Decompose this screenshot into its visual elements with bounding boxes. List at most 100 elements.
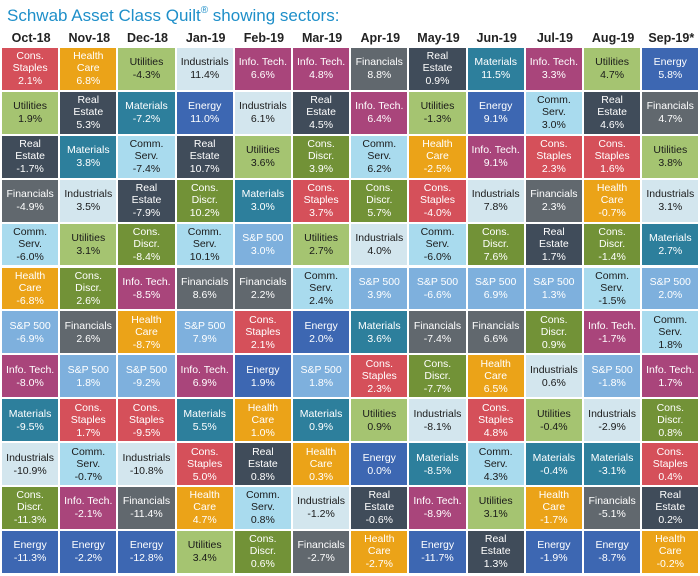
quilt-cell: Cons. Discr. -8.4% [118, 223, 175, 266]
return-value: 3.0% [250, 201, 275, 214]
quilt-cell: Real Estate 4.5% [293, 91, 350, 134]
sector-label: Cons. Staples [245, 313, 281, 338]
quilt-cell: Real Estate 1.7% [525, 223, 582, 266]
quilt-cell: Cons. Discr. 0.6% [234, 530, 291, 573]
sector-label: Industrials [471, 188, 520, 201]
quilt-cell: Utilities 3.1% [60, 223, 117, 266]
quilt-cell: Financials -7.4% [409, 311, 466, 354]
return-value: 3.6% [367, 332, 392, 345]
quilt-cell: Health Care -0.7% [584, 179, 641, 222]
sector-label: Info. Tech. [64, 495, 113, 508]
sector-label: Health Care [14, 269, 46, 294]
return-value: 3.3% [541, 69, 566, 82]
sector-label: Info. Tech. [587, 319, 637, 332]
sector-label: Materials [8, 407, 52, 420]
sector-label: Info. Tech. [180, 363, 229, 376]
return-value: 3.4% [192, 552, 217, 565]
quilt-cell: S&P 500 6.9% [467, 267, 524, 310]
quilt-cell: Cons. Staples 2.3% [525, 135, 582, 178]
quilt-cell: Comm. Serv. 2.4% [293, 267, 350, 310]
quilt-cell: Comm. Serv. 10.1% [176, 223, 233, 266]
chart-title: Schwab Asset Class Quilt® showing sector… [7, 5, 339, 26]
sector-label: Real Estate [15, 138, 45, 163]
quilt-cell: Industrials 3.5% [60, 179, 117, 222]
sector-label: Utilities [478, 495, 513, 508]
quilt-cell: Cons. Discr. 10.2% [176, 179, 233, 222]
sector-label: Comm. Serv. [595, 269, 630, 294]
quilt-cell: Info. Tech. 6.4% [351, 91, 408, 134]
sector-label: Cons. Discr. [540, 313, 568, 338]
quilt-cell: Materials -8.5% [409, 443, 466, 485]
return-value: 4.7% [192, 514, 217, 527]
quilt-cell: Cons. Discr. 2.6% [60, 267, 117, 310]
sector-label: Health Care [538, 489, 570, 514]
sector-label: Utilities [13, 100, 48, 113]
return-value: 3.0% [250, 245, 275, 258]
quilt-cell: Utilities 3.4% [176, 530, 233, 573]
quilt-cell: Cons. Discr. 0.8% [642, 399, 699, 442]
sector-label: Info. Tech. [238, 56, 288, 69]
return-value: 3.6% [250, 157, 275, 170]
return-value: 0.6% [541, 376, 566, 389]
quilt-cell: Real Estate 10.7% [176, 135, 233, 178]
return-value: -8.0% [16, 376, 44, 389]
return-value: 1.8% [658, 338, 683, 351]
return-value: 4.7% [658, 113, 683, 126]
quilt-cell: Health Care 0.3% [293, 443, 350, 485]
registered-mark: ® [200, 5, 209, 16]
return-value: 10.2% [189, 207, 220, 220]
return-value: 0.4% [658, 470, 683, 483]
column-header: Jun-19 [476, 31, 517, 45]
sector-label: S&P 500 [242, 232, 284, 245]
sector-label: Utilities [129, 56, 164, 69]
sector-label: Utilities [71, 232, 106, 245]
quilt-cell: Cons. Discr. 7.6% [467, 223, 524, 266]
quilt-cell: Materials -0.4% [525, 443, 582, 485]
return-value: 2.7% [658, 245, 683, 258]
return-value: 0.9% [541, 338, 566, 351]
sector-label: Energy [13, 539, 47, 552]
return-value: 6.8% [76, 75, 101, 88]
return-value: 1.0% [250, 426, 275, 439]
quilt-cell: Financials 2.3% [525, 179, 582, 222]
return-value: -9.5% [16, 420, 44, 433]
column-header: Feb-19 [243, 31, 285, 45]
return-value: 3.1% [483, 508, 508, 521]
sector-label: Industrials [122, 451, 171, 464]
return-value: 4.6% [600, 119, 625, 132]
sector-label: Utilities [245, 144, 280, 157]
return-value: -1.3% [423, 113, 452, 126]
sector-label: Cons. Staples [419, 182, 455, 207]
return-value: 6.2% [367, 163, 392, 176]
sector-label: Cons. Discr. [307, 138, 335, 163]
sector-label: Cons. Staples [652, 445, 688, 470]
return-value: -9.2% [132, 376, 161, 389]
quilt-cell: Utilities 3.6% [234, 135, 291, 178]
quilt-cell: Materials 3.8% [60, 135, 117, 178]
return-value: 8.6% [192, 288, 217, 301]
sector-label: S&P 500 [533, 275, 575, 288]
quilt-cell: Health Care -0.2% [642, 530, 699, 573]
return-value: -2.1% [74, 508, 102, 521]
sector-label: Materials [299, 407, 343, 420]
quilt-cell: Info. Tech. 6.6% [234, 48, 291, 90]
return-value: -6.0% [16, 251, 44, 264]
quilt-cell: Cons. Staples 2.3% [351, 355, 408, 398]
return-value: 0.8% [250, 514, 275, 527]
sector-label: Comm. Serv. [245, 489, 280, 514]
return-value: 3.9% [367, 288, 392, 301]
quilt-cell: Comm. Serv. -6.0% [409, 223, 466, 266]
sector-label: Industrials [355, 232, 404, 245]
quilt-cell: Comm. Serv. 6.2% [351, 135, 408, 178]
sector-label: Industrials [529, 363, 578, 376]
sector-label: Industrials [646, 188, 695, 201]
sector-label: Info. Tech. [646, 363, 695, 376]
return-value: -7.4% [132, 163, 161, 176]
return-value: -10.9% [13, 464, 47, 477]
return-value: -6.6% [423, 288, 452, 301]
quilt-cell: Health Care 4.7% [176, 487, 233, 529]
sector-label: Info. Tech. [355, 100, 404, 113]
chart-title-text: Schwab Asset Class Quilt [7, 6, 201, 25]
sector-label: Real Estate [597, 94, 627, 119]
quilt-cell: Health Care -2.7% [351, 530, 408, 573]
